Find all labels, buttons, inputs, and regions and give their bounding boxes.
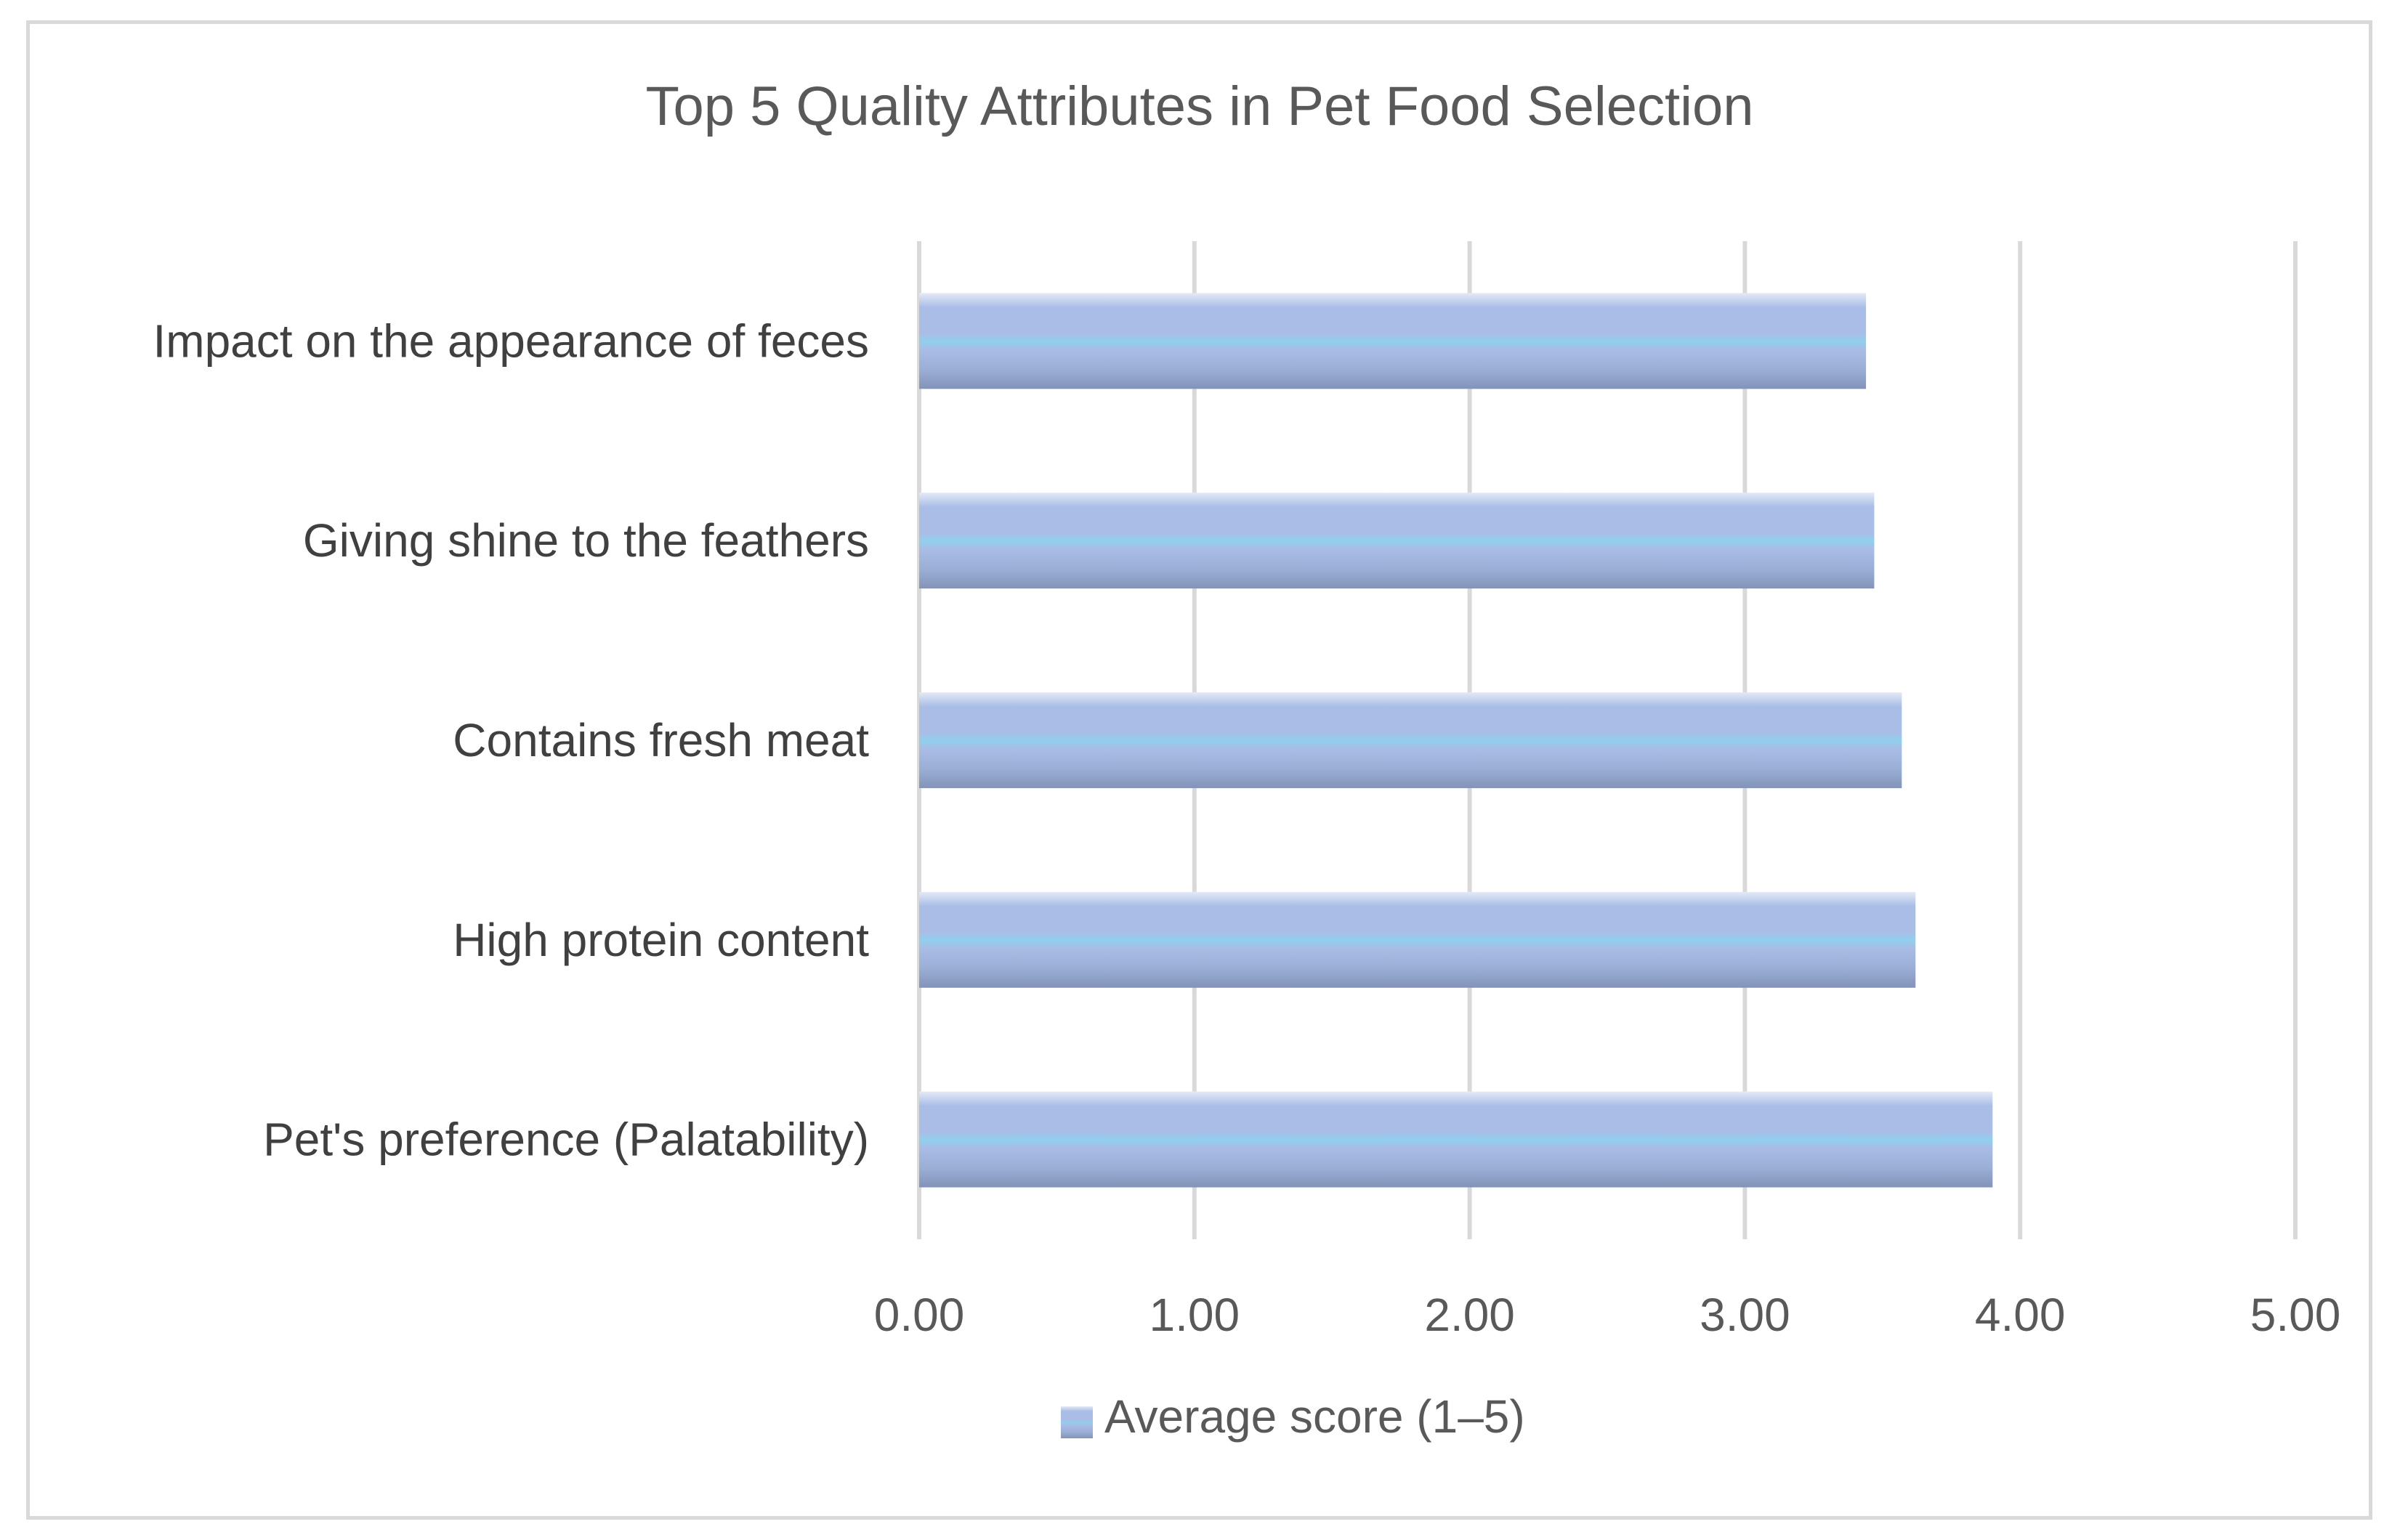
category-label: High protein content (453, 914, 869, 966)
x-tick-label: 5.00 (2250, 1289, 2341, 1341)
x-axis-tick-labels: 0.00 1.00 2.00 3.00 4.00 5.00 (874, 1289, 2341, 1341)
category-label: Giving shine to the feathers (303, 514, 869, 567)
x-tick-label: 3.00 (1700, 1289, 1790, 1341)
bar (919, 891, 1916, 988)
legend: Average score (1–5) (1061, 1390, 1525, 1443)
category-labels: Pet's preference (Palatability) High prot… (153, 315, 869, 1165)
bar (919, 493, 1875, 589)
x-tick-label: 0.00 (874, 1289, 965, 1341)
x-tick-label: 2.00 (1424, 1289, 1515, 1341)
legend-swatch (1061, 1406, 1093, 1438)
bar (919, 293, 1867, 389)
bar (919, 692, 1902, 788)
bar-layer (919, 293, 1993, 1188)
category-label: Pet's preference (Palatability) (263, 1114, 869, 1166)
chart-title: Top 5 Quality Attributes in Pet Food Sel… (645, 76, 1753, 137)
legend-label: Average score (1–5) (1104, 1390, 1525, 1443)
bar (919, 1091, 1993, 1188)
x-tick-label: 1.00 (1150, 1289, 1240, 1341)
x-tick-label: 4.00 (1975, 1289, 2066, 1341)
category-label: Impact on the appearance of feces (153, 315, 869, 367)
category-label: Contains fresh meat (453, 714, 869, 766)
grid-layer (917, 241, 2298, 1239)
